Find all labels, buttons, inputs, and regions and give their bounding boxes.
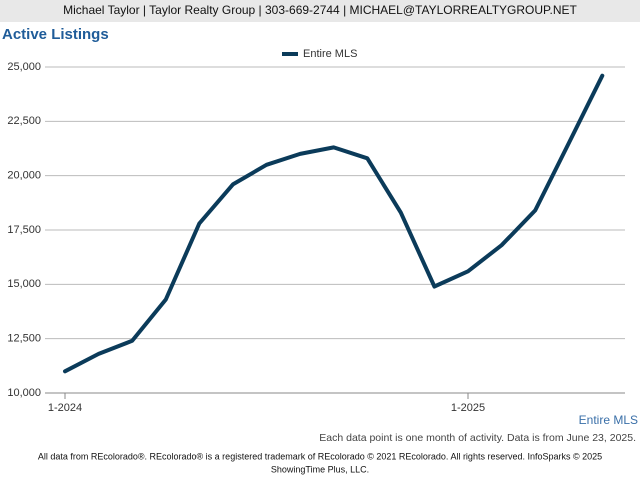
line-series [63,73,605,374]
y-tick-label: 10,000 [7,387,41,399]
legend-label: Entire MLS [303,48,357,60]
y-tick-label: 17,500 [7,224,41,236]
chart-title: Active Listings [2,26,109,43]
y-tick-label: 12,500 [7,333,41,345]
y-tick-label: 22,500 [7,115,41,127]
x-tick-label: 1-2025 [451,402,485,414]
header-bar [0,0,640,22]
note: Each data point is one month of activity… [319,432,636,444]
y-tick-label: 25,000 [7,61,41,73]
x-tick-label: 1-2024 [48,402,82,414]
corner-label: Entire MLS [579,413,638,427]
header: Michael Taylor | Taylor Realty Group | 3… [63,3,577,17]
footer-line: ShowingTime Plus, LLC. [271,464,369,474]
y-tick-label: 20,000 [7,170,41,182]
footer-line: All data from REcolorado®. REcolorado® i… [38,451,602,461]
y-tick-label: 15,000 [7,278,41,290]
